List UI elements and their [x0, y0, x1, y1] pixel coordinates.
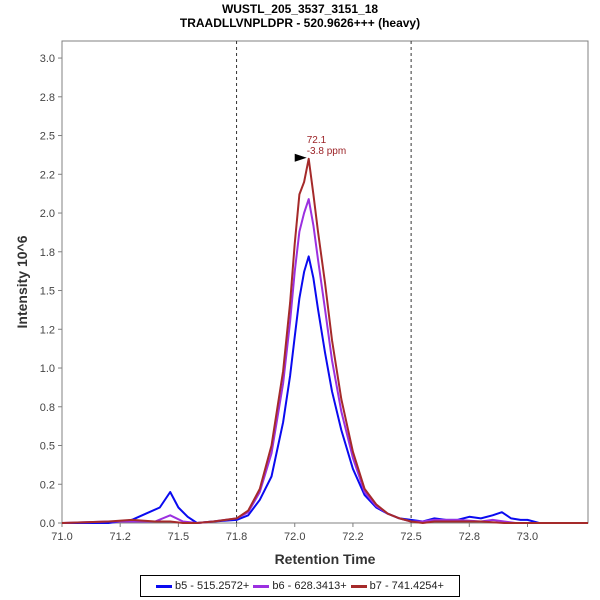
legend-swatch	[253, 584, 270, 588]
legend-swatch	[156, 584, 172, 588]
y-tick-label: 0.8	[40, 402, 55, 414]
x-axis: 71.0 71.2 71.5 71.8 72.0 72.2 72.5 72.8 73.0	[51, 523, 538, 543]
legend-label: b6 - 628.3413+	[272, 580, 347, 592]
x-tick-label: 71.0	[51, 531, 72, 543]
x-tick-label: 71.8	[226, 531, 247, 543]
annotation-text: -3.8 ppm	[307, 146, 346, 157]
legend-item: b5 - 515.2572+	[156, 580, 249, 592]
y-tick-label: 0.5	[40, 441, 55, 453]
y-tick-label: 0.2	[40, 479, 55, 491]
legend-item: b6 - 628.3413+	[253, 580, 347, 592]
series-layer	[61, 157, 588, 524]
x-axis-label: Retention Time	[275, 551, 376, 567]
series-line-b7	[61, 157, 588, 524]
y-tick-label: 1.8	[40, 247, 55, 259]
x-tick-label: 72.2	[342, 531, 363, 543]
peak-boundaries	[236, 41, 412, 523]
x-tick-label: 72.5	[400, 531, 421, 543]
annotation-text: 72.1	[307, 135, 327, 146]
y-tick-label: 3.0	[40, 53, 55, 65]
y-axis-label: Intensity 10^6	[14, 235, 30, 328]
y-tick-label: 1.0	[40, 363, 55, 375]
x-tick-label: 73.0	[517, 531, 538, 543]
chart-title: WUSTL_205_3537_3151_18	[222, 2, 378, 16]
legend-label: b7 - 741.4254+	[369, 580, 444, 592]
legend: b5 - 515.2572+ b6 - 628.3413+ b7 - 741.425…	[140, 575, 460, 597]
annotation-arrow-icon	[294, 153, 307, 162]
legend-item: b7 - 741.4254+	[350, 580, 444, 592]
y-tick-label: 2.8	[40, 92, 55, 104]
peak-annotation: 72.1-3.8 ppm	[294, 135, 346, 162]
x-tick-label: 72.0	[284, 531, 305, 543]
y-tick-label: 2.2	[40, 169, 55, 181]
y-tick-label: 0.0	[40, 518, 55, 530]
y-tick-label: 1.5	[40, 286, 55, 298]
series-line-b5	[62, 255, 588, 524]
y-tick-label: 2.5	[40, 131, 55, 143]
x-tick-label: 72.8	[459, 531, 480, 543]
x-tick-label: 71.5	[168, 531, 189, 543]
y-tick-label: 1.2	[40, 324, 55, 336]
x-tick-label: 71.2	[109, 531, 130, 543]
y-tick-label: 2.0	[40, 208, 55, 220]
legend-label: b5 - 515.2572+	[175, 580, 250, 592]
y-axis: 0.0 0.2 0.5 0.8 1.0 1.2 1.5 1.8 2.0 2.2 2.5 2.8 3.0	[40, 53, 62, 530]
chart-subtitle: TRAADLLVNPLDPR - 520.9626+++ (heavy)	[180, 16, 420, 30]
legend-swatch	[350, 584, 367, 588]
